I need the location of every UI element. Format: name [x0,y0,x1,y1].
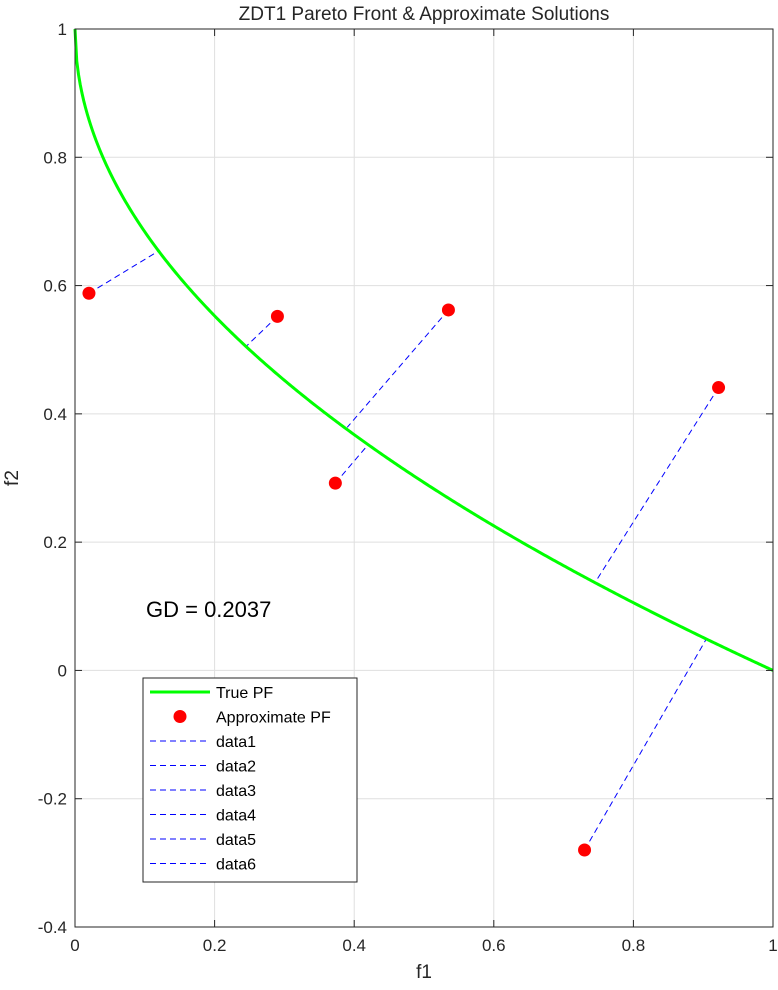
x-tick-label: 0.6 [482,936,506,955]
x-tick-label: 0.8 [622,936,646,955]
distance-line-data6 [584,638,708,851]
legend-label: data2 [216,759,256,776]
approximate-point [328,476,342,490]
approximate-point [578,843,592,857]
x-axis-label: f1 [416,962,432,983]
y-tick-label: -0.2 [38,790,67,809]
distance-lines [88,250,719,851]
y-tick-label: 1 [58,20,67,39]
legend-label: data3 [216,783,256,800]
y-tick-label: 0.6 [43,277,67,296]
legend-swatch-approximate-pf [173,710,187,723]
distance-line-data5 [594,387,719,583]
legend-label: data4 [216,808,256,825]
plot-box [74,28,774,928]
gd-annotation: GD = 0.2037 [146,597,271,622]
x-tick-label: 1 [768,936,777,955]
legend-label: data6 [216,857,256,874]
ticks: 0 0.2 0.4 0.6 0.8 1 -0.4 -0.2 0 0.2 0.4 0.6 0.8 1 [38,20,778,955]
x-tick-label: 0.2 [203,936,227,955]
legend-label: Approximate PF [216,710,331,727]
y-tick-label: -0.4 [38,918,67,937]
approximate-point [270,309,284,323]
y-tick-label: 0.2 [43,533,67,552]
distance-line-data3 [346,309,449,428]
y-tick-label: 0.8 [43,148,67,167]
legend-label: data1 [216,734,256,751]
approximate-point [712,381,726,395]
legend-label: data5 [216,832,256,849]
legend-label: True PF [216,685,273,702]
distance-line-data4 [334,444,369,484]
approximate-point [82,286,96,300]
distance-line-data1 [88,250,160,294]
true-pf-curve [73,28,774,672]
distance-line-data2 [245,315,278,347]
y-tick-label: 0.4 [43,405,67,424]
y-tick-label: 0 [58,661,67,680]
approximate-points [82,286,726,857]
approximate-point [441,303,455,317]
y-axis-label: f2 [2,470,23,486]
chart-title: ZDT1 Pareto Front & Approximate Solution… [239,4,610,25]
x-tick-label: 0.4 [342,936,366,955]
x-tick-label: 0 [70,936,79,955]
legend: True PF Approximate PF data1 data2 data3 data… [142,677,358,883]
